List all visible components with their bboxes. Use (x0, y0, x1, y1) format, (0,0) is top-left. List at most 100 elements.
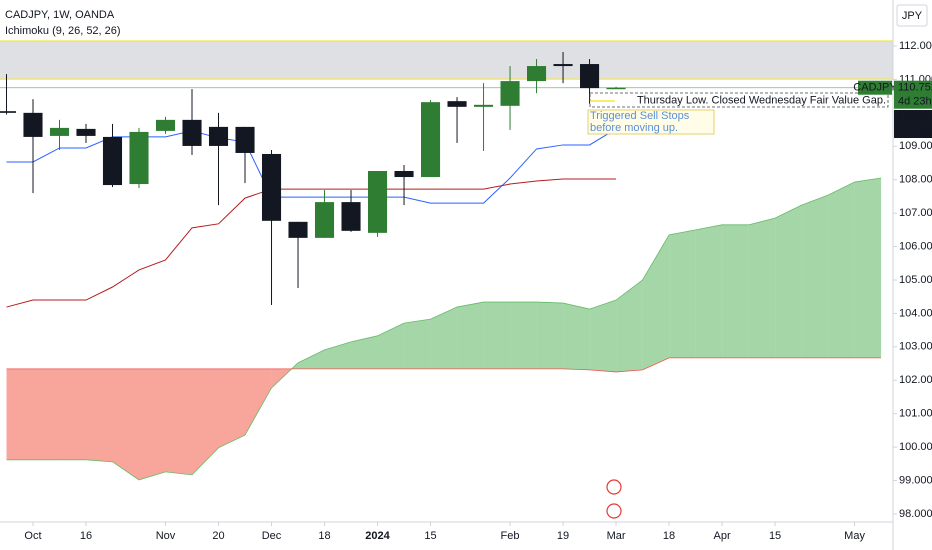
candle-body (527, 66, 547, 82)
cloud (192, 368, 219, 475)
y-tick-label: 101.000 (899, 408, 932, 420)
x-tick-label: 2024 (365, 530, 390, 542)
x-tick-label: Nov (156, 530, 176, 542)
callout: Triggered Sell Stops before moving up. (590, 110, 690, 134)
candle-body (580, 64, 600, 89)
cloud (245, 368, 272, 436)
event-icon (606, 503, 622, 519)
annotation: Thursday Low. Closed Wednesday Fair Valu… (637, 94, 886, 106)
y-tick-label: 99.000 (899, 474, 932, 486)
cloud (86, 368, 113, 462)
x-tick-label: Dec (262, 530, 282, 542)
price-marker-label: 110.581 (898, 111, 932, 123)
y-tick-label: 100.000 (899, 441, 932, 453)
callout-text: Triggered Sell Stops before moving up. (590, 110, 690, 134)
cloud-span-a (6, 177, 882, 481)
x-tick-label: May (844, 530, 865, 542)
y-tick-label: 98.000 (899, 508, 932, 520)
chart-title: CADJPY, 1W, OANDA (5, 9, 115, 21)
cloud (32, 368, 60, 460)
cloud (404, 319, 431, 369)
cloud (298, 349, 325, 369)
cloud (351, 335, 378, 369)
x-tick-label: Apr (713, 530, 730, 542)
x-tick-label: 18 (318, 530, 330, 542)
x-tick-label: Feb (501, 530, 520, 542)
cloud (139, 368, 166, 480)
x-tick-label: Oct (24, 530, 41, 542)
y-tick-label: 105.000 (899, 274, 932, 286)
cloud (510, 302, 537, 369)
event-icon (606, 479, 622, 495)
cloud (324, 341, 352, 369)
x-tick-label: 15 (424, 530, 436, 542)
fvg-box (589, 92, 889, 108)
cloud (483, 302, 511, 369)
candle-body (235, 126, 255, 153)
price-label: 110.752 (898, 82, 932, 94)
candle-body (447, 101, 467, 107)
symbol-label: CADJPY (853, 82, 897, 94)
y-tick-label: 108.000 (899, 174, 932, 186)
cloud (589, 300, 617, 372)
callout-box (587, 109, 715, 135)
indicator-line (6, 128, 617, 204)
x-tick-label: 20 (212, 530, 224, 542)
candle-body (49, 127, 70, 136)
y-tick-label: 102.000 (899, 374, 932, 386)
cloud (457, 302, 484, 369)
cloud (669, 229, 696, 358)
cloud (430, 307, 458, 369)
x-tick-label: 18 (663, 530, 675, 542)
countdown-label: 4d 23h (898, 96, 932, 108)
price-box (894, 80, 932, 109)
x-tick-label: Mar (607, 530, 626, 542)
cloud (748, 218, 776, 358)
cloud (775, 205, 802, 358)
cloud (854, 178, 882, 358)
price-marker-box (894, 110, 932, 124)
cloud (218, 368, 246, 448)
candle-body (341, 202, 361, 231)
cloud (563, 303, 590, 370)
candle-body (500, 81, 520, 106)
y-tick-label: 109.000 (899, 140, 932, 152)
zone (0, 40, 893, 80)
currency-box (896, 4, 928, 27)
candle-body (314, 202, 335, 238)
cloud-span-b (6, 357, 882, 373)
candle-body (208, 126, 229, 146)
candle-body (553, 64, 573, 67)
candle-body (606, 87, 626, 90)
indicator-line (6, 178, 617, 308)
y-tick-label: 103.000 (899, 341, 932, 353)
cloud (695, 224, 723, 358)
cloud (377, 323, 405, 369)
candle-body (182, 119, 202, 146)
candle-body (367, 171, 388, 233)
y-tick-label: 106.000 (899, 240, 932, 252)
cloud (801, 195, 829, 358)
cloud (165, 368, 193, 475)
x-tick-label: 16 (80, 530, 92, 542)
candle-body (288, 221, 308, 238)
candle-body (155, 119, 176, 131)
candle-body (473, 104, 494, 107)
cloud (112, 368, 140, 480)
time-axis-bg (0, 522, 893, 550)
symbol-box (858, 80, 892, 95)
candle-body (76, 128, 96, 136)
candle-body (420, 102, 441, 178)
cloud (59, 368, 87, 460)
price-marker-box (894, 124, 932, 138)
x-tick-label: 15 (769, 530, 781, 542)
candle-body (129, 131, 149, 185)
candle-body (102, 136, 123, 186)
cloud (536, 302, 564, 369)
currency-label: JPY (902, 10, 923, 22)
cloud (722, 224, 749, 358)
cloud (828, 182, 855, 358)
cloud (6, 368, 33, 460)
chart-subtitle: Ichimoku (9, 26, 52, 26) (5, 25, 121, 37)
